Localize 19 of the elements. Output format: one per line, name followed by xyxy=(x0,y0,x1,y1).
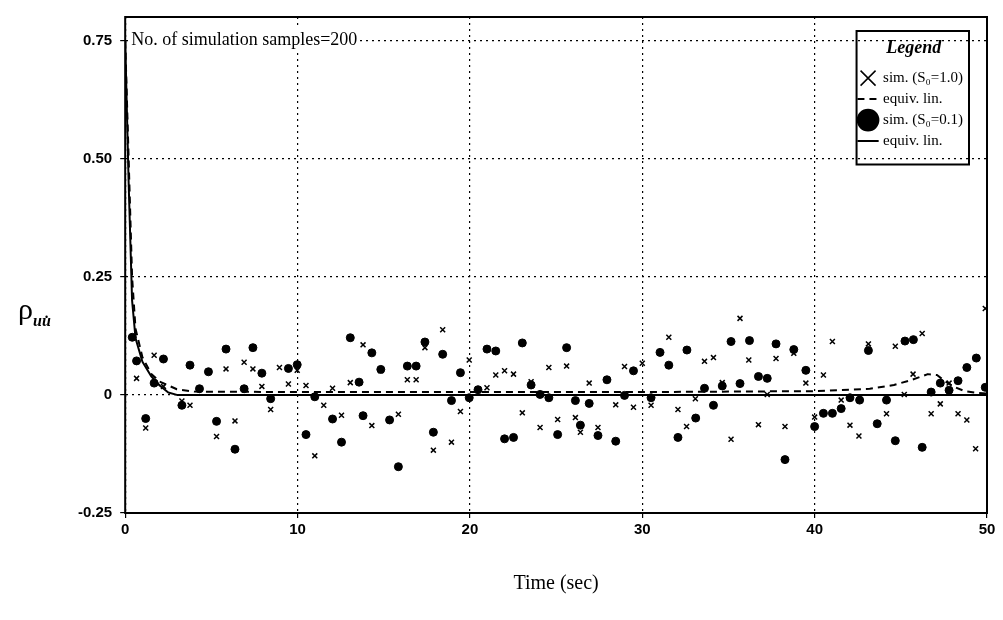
x-tick-label: 50 xyxy=(978,520,996,538)
y-tick-label: 0.50 xyxy=(82,148,113,166)
legend-label: sim. (S₀=0.1) xyxy=(883,111,964,129)
x-tick-label: 20 xyxy=(461,520,479,538)
x-tick-label: 0 xyxy=(121,520,130,538)
legend-title: Legend xyxy=(885,36,943,57)
x-axis-title: Time (sec) xyxy=(513,571,599,595)
legend-label: equiv. lin. xyxy=(883,90,943,107)
legend-label: sim. (S₀=1.0) xyxy=(883,69,964,87)
x-tick-label: 10 xyxy=(289,520,306,538)
y-tick-label: 0.75 xyxy=(82,30,113,48)
y-tick-label: -0.25 xyxy=(77,503,113,521)
x-tick-label: 30 xyxy=(633,520,651,538)
legend-label: equiv. lin. xyxy=(883,132,943,149)
y-tick-label: 0.25 xyxy=(82,266,113,284)
annotation: No. of simulation samples=200 xyxy=(131,28,358,49)
y-tick-label: 0 xyxy=(103,385,113,403)
y-axis-title: ρ$_{uu̇}$ xyxy=(18,292,51,329)
x-tick-label: 40 xyxy=(806,520,823,538)
